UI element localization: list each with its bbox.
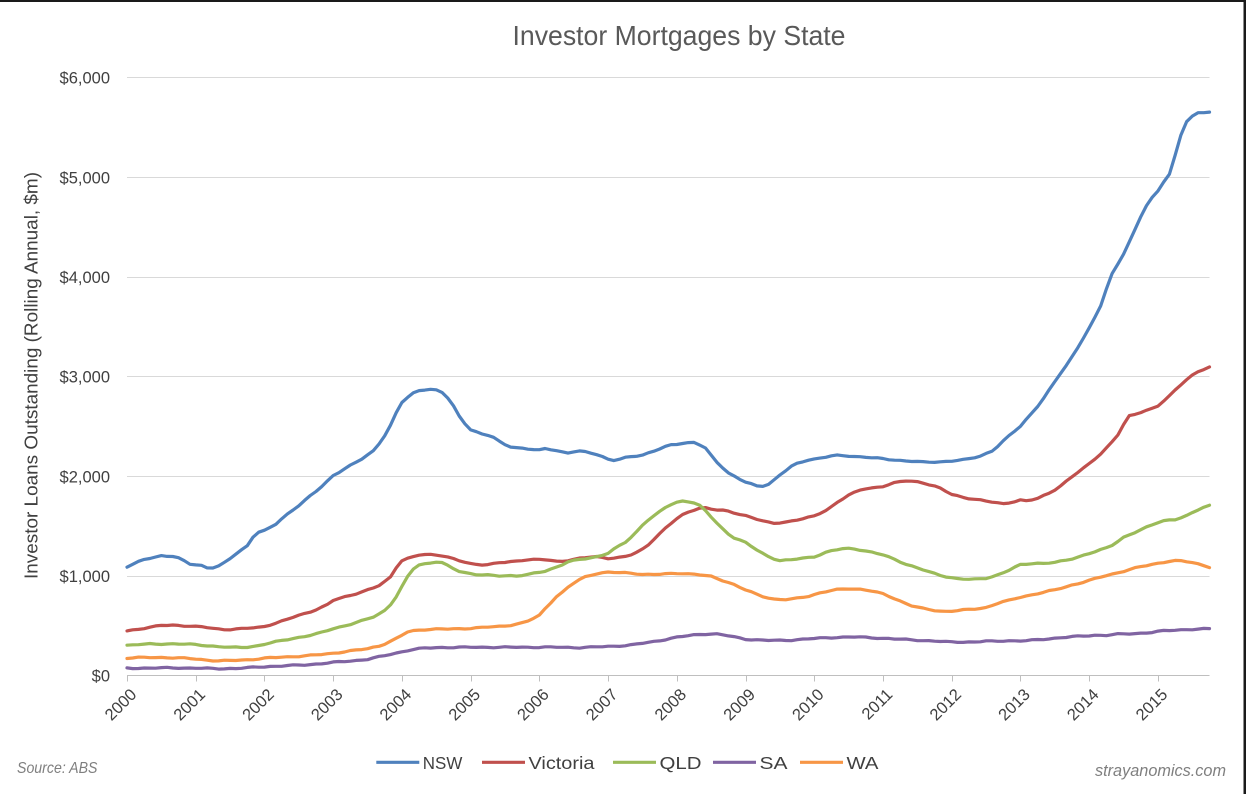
svg-text:$4,000: $4,000 bbox=[60, 269, 110, 287]
svg-text:$5,000: $5,000 bbox=[60, 169, 110, 187]
svg-text:NSW: NSW bbox=[423, 753, 463, 773]
svg-text:Investor Loans Outstanding (Ro: Investor Loans Outstanding (Rolling Annu… bbox=[21, 172, 42, 579]
svg-text:$2,000: $2,000 bbox=[60, 468, 110, 486]
svg-text:strayanomics.com: strayanomics.com bbox=[1095, 762, 1226, 780]
svg-text:Source: ABS: Source: ABS bbox=[17, 760, 98, 777]
svg-text:$3,000: $3,000 bbox=[60, 369, 110, 387]
svg-text:Investor Mortgages by State: Investor Mortgages by State bbox=[513, 20, 846, 51]
svg-text:QLD: QLD bbox=[660, 753, 702, 773]
svg-text:$1,000: $1,000 bbox=[60, 568, 110, 586]
svg-text:WA: WA bbox=[847, 753, 879, 773]
svg-text:SA: SA bbox=[760, 753, 788, 773]
svg-text:$0: $0 bbox=[92, 668, 110, 686]
svg-text:$6,000: $6,000 bbox=[60, 70, 110, 88]
svg-text:Victoria: Victoria bbox=[529, 753, 595, 773]
